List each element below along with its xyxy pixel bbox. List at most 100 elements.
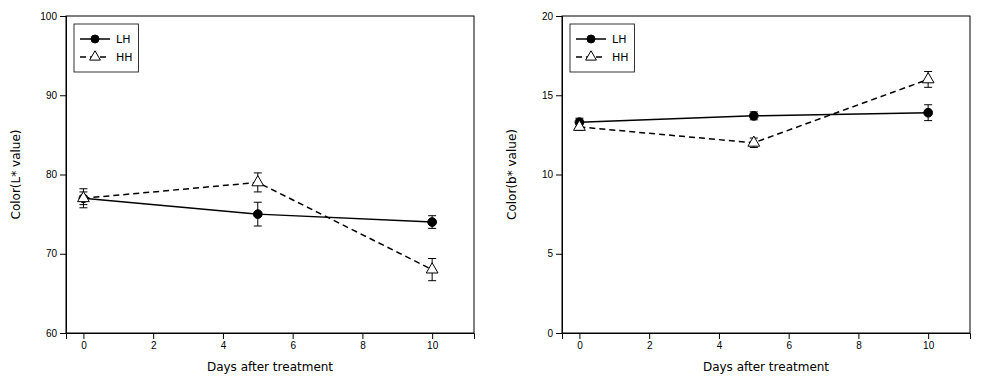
y-tick-label: 0 — [547, 328, 553, 339]
x-axis-title: Days after treatment — [207, 360, 333, 374]
x-tick-label: 8 — [856, 340, 862, 351]
legend-label: HH — [612, 51, 629, 64]
y-tick: 10 — [542, 169, 562, 180]
x-axis: 0 2 4 6 8 10 — [67, 333, 475, 351]
y-tick: 70 — [46, 248, 66, 259]
x-tick-mark — [362, 333, 363, 339]
x-tick: 10 — [923, 333, 935, 351]
marker — [749, 111, 758, 120]
error-cap — [924, 104, 932, 105]
x-axis: 0 2 4 6 8 10 — [563, 333, 971, 351]
error-cap — [428, 258, 436, 259]
plot-area — [78, 173, 438, 281]
x-tick: 2 — [647, 333, 653, 351]
y-tick-mark — [60, 333, 66, 334]
x-tick-mark — [858, 333, 859, 339]
marker — [78, 191, 90, 201]
marker — [426, 263, 438, 273]
marker — [428, 218, 437, 227]
y-axis-title: Color(b* value) — [505, 129, 519, 220]
legend-label: HH — [116, 51, 133, 64]
y-axis: 60708090100 — [40, 11, 66, 339]
x-tick: 6 — [786, 333, 792, 351]
marker — [924, 108, 933, 117]
series-line — [83, 182, 432, 269]
x-tick: 2 — [151, 333, 157, 351]
legend-label: LH — [116, 33, 130, 46]
marker — [253, 210, 262, 219]
y-tick-label: 60 — [46, 328, 58, 339]
y-tick-mark — [60, 175, 66, 176]
y-tick-mark — [556, 16, 562, 17]
y-tick: 100 — [40, 11, 66, 22]
legend-label: LH — [612, 33, 626, 46]
x-tick-label: 10 — [923, 340, 935, 351]
error-cap — [428, 280, 436, 281]
series — [79, 189, 436, 229]
plot-frame — [562, 16, 970, 333]
marker — [748, 136, 760, 146]
x-tick: 10 — [427, 333, 439, 351]
x-tick-label: 10 — [427, 340, 439, 351]
legend-marker — [586, 51, 597, 60]
error-cap — [79, 188, 87, 189]
plot-frame — [66, 16, 474, 333]
error-cap — [924, 87, 932, 88]
x-tick-label: 4 — [717, 340, 723, 351]
legend-box — [570, 24, 635, 72]
y-tick: 15 — [542, 90, 562, 101]
y-axis-title: Color(L* value) — [9, 130, 23, 220]
x-tick-mark — [223, 333, 224, 339]
x-tick-mark — [153, 333, 154, 339]
series — [78, 173, 438, 281]
y-tick-mark — [556, 333, 562, 334]
figure: 024681060708090100Days after treatmentCo… — [0, 0, 992, 381]
series — [574, 71, 934, 147]
error-cap — [254, 226, 262, 227]
x-tick-label: 2 — [151, 340, 157, 351]
x-tick-label: 0 — [81, 340, 87, 351]
x-tick-mark — [719, 333, 720, 339]
y-tick: 20 — [542, 11, 562, 22]
x-tick-label: 0 — [577, 340, 583, 351]
legend-box — [74, 24, 139, 72]
x-tick: 8 — [360, 333, 366, 351]
x-tick: 8 — [856, 333, 862, 351]
x-tick-mark — [649, 333, 650, 339]
legend-marker — [90, 51, 101, 60]
error-cap — [750, 147, 758, 148]
series — [575, 105, 932, 127]
x-tick-label: 6 — [786, 340, 792, 351]
x-tick: 6 — [290, 333, 296, 351]
y-tick: 80 — [46, 169, 66, 180]
error-cap — [254, 172, 262, 173]
y-tick-mark — [60, 254, 66, 255]
y-tick-label: 10 — [542, 169, 554, 180]
x-tick-label: 6 — [290, 340, 296, 351]
y-axis: 05101520 — [542, 11, 563, 339]
plot-area — [574, 71, 934, 147]
error-cap — [79, 204, 87, 205]
marker — [922, 73, 934, 83]
x-tick-label: 8 — [360, 340, 366, 351]
marker — [574, 120, 586, 130]
x-tick: 4 — [717, 333, 723, 351]
x-tick-mark — [789, 333, 790, 339]
legend-marker — [587, 35, 595, 43]
x-tick-mark — [432, 333, 433, 339]
error-cap — [79, 207, 87, 208]
x-tick-mark — [83, 333, 84, 339]
x-axis-line — [67, 334, 475, 340]
x-tick: 0 — [577, 333, 583, 351]
panel: 024681005101520Days after treatmentColor… — [505, 11, 971, 374]
y-tick-label: 100 — [40, 11, 57, 22]
error-cap — [428, 228, 436, 229]
series-line — [83, 198, 432, 222]
x-tick-mark — [579, 333, 580, 339]
error-cap — [924, 120, 932, 121]
y-tick-label: 20 — [542, 11, 554, 22]
x-tick-label: 4 — [221, 340, 227, 351]
y-tick-mark — [556, 254, 562, 255]
series-line — [579, 79, 928, 142]
x-tick-label: 2 — [647, 340, 653, 351]
